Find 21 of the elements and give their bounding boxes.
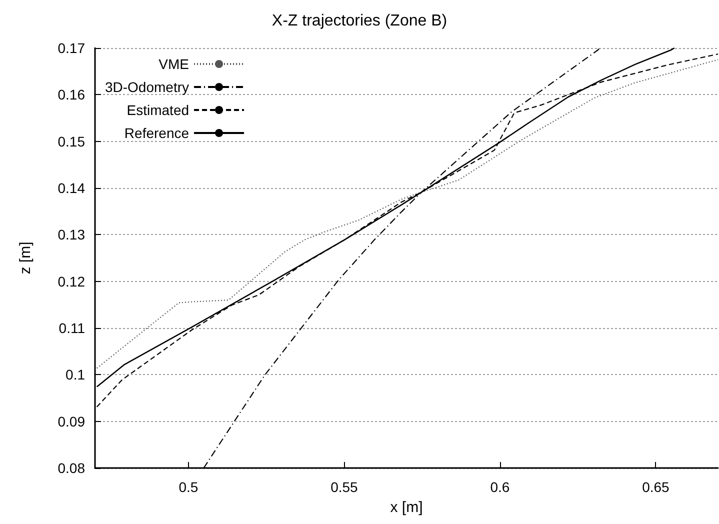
x-tick-label: 0.6	[490, 479, 510, 495]
y-tick-label: 0.15	[58, 133, 86, 150]
y-tick-label: 0.14	[58, 180, 86, 196]
y-tick-label: 0.16	[58, 86, 86, 103]
y-tick-label: 0.1	[66, 366, 86, 383]
legend-label: VME	[158, 56, 190, 72]
legend-label: Reference	[124, 125, 190, 141]
legend-label: 3D-Odometry	[104, 79, 190, 95]
x-tick-label: 0.5	[178, 479, 198, 495]
y-tick-label: 0.17	[58, 40, 86, 56]
legend-label: Estimated	[126, 102, 190, 118]
y-tick-label: 0.12	[58, 273, 86, 290]
chart-title: X-Z trajectories (Zone B)	[272, 12, 448, 30]
y-tick-label: 0.11	[58, 320, 86, 336]
x-tick-label: 0.55	[330, 479, 358, 495]
x-axis-title: x [m]	[390, 499, 423, 516]
y-tick-label: 0.13	[58, 226, 86, 243]
y-tick-label: 0.08	[58, 460, 86, 476]
y-axis-title: z [m]	[17, 242, 34, 274]
y-tick-label: 0.09	[58, 413, 86, 430]
x-tick-label: 0.65	[642, 479, 670, 495]
